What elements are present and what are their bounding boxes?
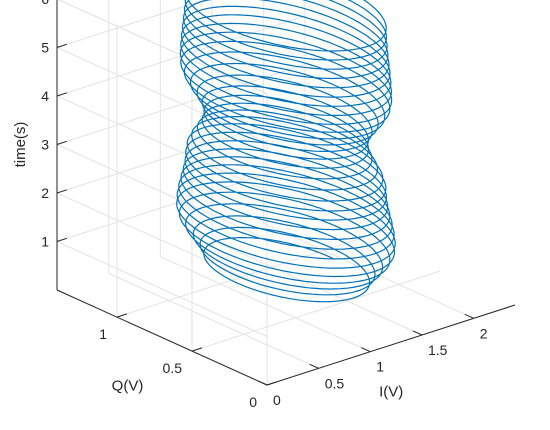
z-tick-mark bbox=[56, 43, 68, 48]
x-tick-label: 1 bbox=[376, 359, 384, 375]
z-tick-label: 5 bbox=[41, 40, 49, 56]
z-tick-label: 6 bbox=[41, 0, 49, 7]
x-tick-label: 1.5 bbox=[428, 342, 448, 358]
left-wall-grid-line bbox=[56, 192, 268, 289]
floor-grid-line bbox=[263, 222, 474, 319]
x-axis-label: I(V) bbox=[379, 383, 403, 400]
floor-grid-line bbox=[160, 256, 371, 353]
back-wall-grid-line bbox=[56, 161, 306, 242]
left-wall-grid-line bbox=[56, 47, 268, 143]
z-tick-mark bbox=[56, 189, 68, 194]
back-wall-grid-line bbox=[56, 0, 206, 48]
series-line bbox=[176, 0, 396, 303]
y-tick-mark bbox=[266, 381, 278, 386]
x-tick-mark bbox=[361, 347, 371, 353]
z-tick-mark bbox=[56, 140, 68, 145]
x-tick-mark bbox=[309, 363, 319, 369]
x-tick-label: 0.5 bbox=[325, 375, 345, 391]
x-tick-mark bbox=[412, 330, 423, 336]
y-tick-mark bbox=[116, 313, 128, 318]
tick-labels: 0 0.5 1 1.5 2 0 0.5 1 1 2 3 4 5 6 bbox=[41, 0, 487, 410]
left-wall-grid-line bbox=[56, 144, 268, 240]
y-tick-mark bbox=[191, 347, 203, 352]
axes-box bbox=[56, 0, 516, 386]
x-tick-mark bbox=[257, 380, 268, 386]
y-tick-label: 0.5 bbox=[163, 360, 183, 376]
helix-curve bbox=[176, 0, 396, 303]
z-axis-label: time(s) bbox=[12, 122, 29, 168]
x-tick-label: 0 bbox=[273, 392, 281, 408]
z-tick-mark bbox=[56, 92, 68, 97]
x-tick-mark bbox=[464, 313, 474, 319]
z-tick-label: 3 bbox=[41, 137, 49, 153]
z-tick-mark bbox=[56, 237, 68, 242]
y-tick-label: 1 bbox=[99, 326, 107, 342]
x-tick-label: 2 bbox=[480, 325, 488, 341]
floor-grid-line bbox=[191, 270, 441, 352]
x-axis-line bbox=[266, 304, 516, 386]
y-axis-line bbox=[56, 289, 268, 386]
z-tick-label: 2 bbox=[41, 185, 49, 201]
box-back-edge bbox=[57, 0, 268, 95]
left-wall-grid-line bbox=[56, 95, 268, 192]
z-tick-label: 1 bbox=[41, 234, 49, 250]
z-tick-label: 4 bbox=[41, 88, 49, 104]
floor-grid-line bbox=[108, 272, 319, 369]
left-wall-grid-line bbox=[56, 241, 268, 337]
y-axis-label: Q(V) bbox=[112, 377, 144, 394]
floor-grid-line bbox=[211, 239, 423, 336]
y-tick-label: 0 bbox=[249, 394, 257, 410]
